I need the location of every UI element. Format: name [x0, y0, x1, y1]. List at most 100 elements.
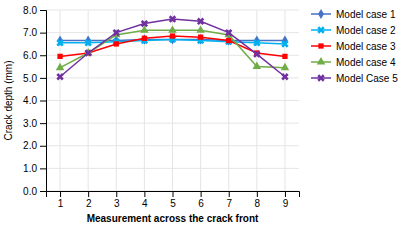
- x-axis-line: [47, 192, 300, 198]
- y-tick-mark: [40, 10, 46, 11]
- x-tick-mark: [144, 191, 145, 197]
- series-point: [282, 54, 287, 59]
- legend-item: Model case 1: [311, 9, 396, 20]
- legend-item: Model Case 5: [311, 72, 398, 83]
- series-point: [111, 27, 122, 38]
- grid-line-y: [46, 168, 299, 169]
- x-tick-mark: [257, 191, 258, 197]
- series-point: [55, 71, 66, 82]
- legend-swatch-marker: [318, 43, 323, 48]
- series-point: [226, 38, 231, 43]
- chart: 1234567890.01.02.03.04.05.06.07.08.0Meas…: [0, 0, 411, 227]
- series-point: [139, 35, 150, 46]
- x-tick-mark: [229, 191, 230, 197]
- legend-item: Model case 4: [311, 57, 396, 68]
- x-tick-label: 3: [114, 198, 120, 209]
- x-tick-label: 1: [58, 198, 64, 209]
- grid-line-y: [46, 145, 299, 146]
- x-tick: 3: [114, 191, 120, 209]
- series-point: [140, 25, 149, 32]
- series-point: [196, 25, 205, 32]
- series-point: [223, 27, 234, 38]
- legend-label: Model case 2: [336, 25, 396, 36]
- y-tick-mark: [40, 33, 46, 34]
- y-tick-mark: [40, 101, 46, 102]
- x-tick-mark: [88, 191, 89, 197]
- y-tick-label: 0.0: [23, 186, 37, 197]
- series-point: [198, 35, 203, 40]
- y-tick-mark: [40, 78, 46, 79]
- series-point: [251, 37, 262, 48]
- y-tick-mark: [40, 191, 46, 192]
- legend-swatch-marker: [318, 9, 324, 19]
- x-tick-label: 8: [255, 198, 261, 209]
- y-axis-line: [40, 11, 47, 192]
- x-axis: 1 2 3 4 5 6 7 8 9: [47, 191, 300, 209]
- x-tick: 5: [170, 191, 176, 209]
- grid-line-y: [46, 100, 299, 101]
- series-point: [83, 37, 94, 48]
- x-tick-label: 6: [198, 198, 204, 209]
- x-tick: 8: [255, 191, 261, 209]
- legend-swatch-marker: [315, 24, 326, 35]
- x-tick-label: 5: [170, 198, 176, 209]
- series-point: [279, 38, 290, 49]
- grid-line-y: [46, 77, 299, 78]
- series-point: [251, 49, 262, 60]
- y-tick-mark: [40, 146, 46, 147]
- x-tick-label: 7: [226, 198, 232, 209]
- legend-label: Model Case 5: [336, 73, 398, 84]
- grid: [46, 10, 299, 191]
- series-point: [281, 63, 290, 70]
- y-tick: 2.0: [23, 140, 46, 151]
- y-tick-mark: [40, 55, 46, 56]
- x-tick-mark: [173, 191, 174, 197]
- y-tick-label: 4.0: [23, 95, 37, 106]
- x-tick: 1: [58, 191, 64, 209]
- marks: [55, 14, 291, 83]
- grid-line-y: [46, 10, 299, 11]
- y-tick-label: 6.0: [23, 50, 37, 61]
- grid-line-y: [46, 123, 299, 124]
- x-tick-mark: [60, 191, 61, 197]
- legend-swatch-marker: [317, 57, 326, 64]
- series-point: [57, 54, 62, 59]
- legend: Model case 1 Model case 2 Model case 3 Mode…: [311, 9, 398, 84]
- legend-item: Model case 3: [311, 41, 396, 52]
- x-tick: 4: [142, 191, 148, 209]
- x-tick: 6: [198, 191, 204, 209]
- y-tick: 0.0: [23, 186, 46, 197]
- legend-swatch-marker: [315, 72, 326, 83]
- y-axis-title: Crack depth (mm): [3, 60, 14, 140]
- series-point: [168, 25, 177, 32]
- legend-item: Model case 2: [311, 24, 396, 35]
- series-point: [55, 37, 66, 48]
- y-tick: 7.0: [23, 27, 46, 38]
- series-line: [60, 19, 285, 77]
- y-tick-label: 1.0: [23, 163, 37, 174]
- y-tick-mark: [40, 123, 46, 124]
- x-tick-mark: [285, 191, 286, 197]
- legend-label: Model case 3: [336, 41, 396, 52]
- x-tick-mark: [116, 191, 117, 197]
- series-line: [60, 36, 285, 56]
- chart-container: 1234567890.01.02.03.04.05.06.07.08.0Meas…: [0, 0, 411, 227]
- series-point: [279, 71, 290, 82]
- series-point: [170, 33, 175, 38]
- x-tick: 2: [86, 191, 92, 209]
- x-tick: 9: [283, 191, 289, 209]
- y-tick: 8.0: [23, 5, 46, 16]
- x-tick-label: 2: [86, 198, 92, 209]
- y-tick: 5.0: [23, 73, 46, 84]
- y-tick: 3.0: [23, 118, 46, 129]
- series-point: [56, 63, 65, 70]
- x-tick-mark: [201, 191, 202, 197]
- series-point: [114, 41, 119, 46]
- x-tick-label: 4: [142, 198, 148, 209]
- y-tick-label: 5.0: [23, 73, 37, 84]
- series-point: [83, 47, 94, 58]
- x-tick-label: 9: [283, 198, 289, 209]
- y-tick-label: 3.0: [23, 118, 37, 129]
- y-tick-label: 7.0: [23, 27, 37, 38]
- y-tick: 4.0: [23, 95, 46, 106]
